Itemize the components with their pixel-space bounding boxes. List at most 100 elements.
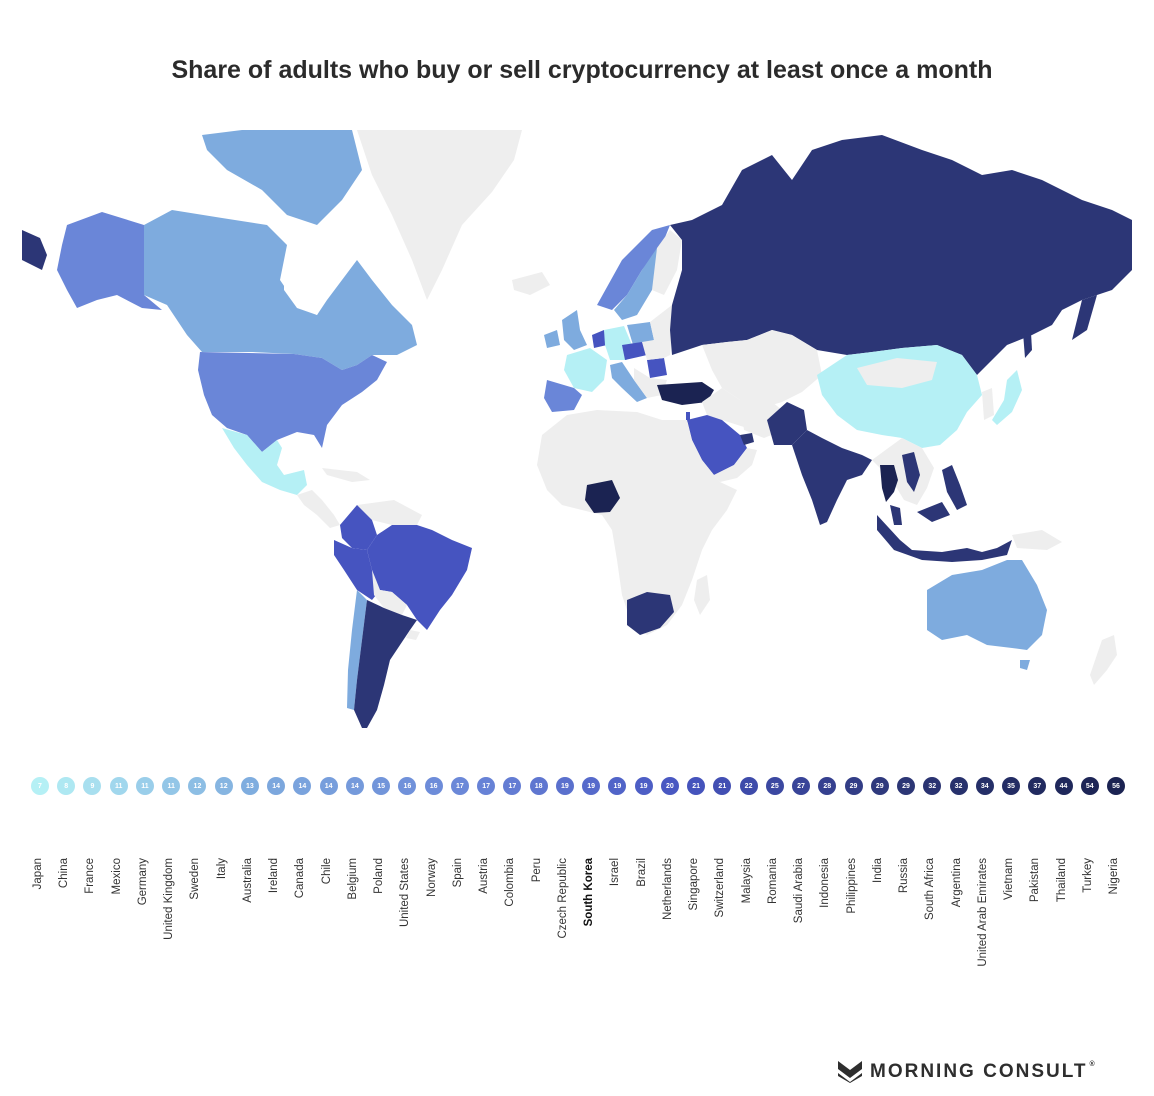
- legend-dot: 21: [713, 777, 732, 795]
- legend-country-label: Philippines: [845, 858, 858, 914]
- legend-country-label: Malaysia: [740, 858, 753, 904]
- legend-country-label: Singapore: [688, 858, 701, 911]
- turkey: [657, 382, 714, 405]
- russia-chukotka-west: [22, 230, 47, 270]
- legend-dot: 25: [765, 777, 784, 795]
- venezuela-guyanas: [357, 500, 422, 525]
- legend-country-label: United Kingdom: [163, 858, 176, 940]
- legend-country-label: Russia: [898, 858, 911, 894]
- romania: [647, 358, 667, 378]
- legend-dot: 19: [608, 777, 627, 795]
- balkans: [634, 368, 667, 398]
- mongolia: [857, 358, 937, 388]
- legend-dot: 21: [687, 777, 706, 795]
- legend-country-label: Peru: [530, 858, 543, 883]
- legend-dot: 14: [319, 777, 338, 795]
- legend-country-label: South Korea: [583, 858, 596, 927]
- legend-country-label: Argentina: [950, 858, 963, 908]
- canada: [144, 210, 417, 370]
- central-america: [297, 490, 340, 528]
- legend-country-label: Japan: [32, 858, 44, 890]
- legend-country-label: Pakistan: [1029, 858, 1042, 903]
- czech-austria: [622, 342, 647, 360]
- kamchatka: [1072, 295, 1097, 340]
- legend-dot: 16: [424, 777, 443, 795]
- legend-country-label: Brazil: [635, 858, 648, 887]
- legend-dot: 19: [555, 777, 574, 795]
- japan: [992, 370, 1022, 425]
- legend-country-label: Italy: [215, 858, 228, 880]
- argentina: [354, 600, 417, 728]
- central-asia: [702, 330, 822, 408]
- legend-country-label: Israel: [609, 858, 622, 887]
- legend-dot: 37: [1028, 777, 1047, 795]
- legend-country-label: Sweden: [189, 858, 202, 900]
- france: [564, 348, 607, 392]
- legend-country-label: Indonesia: [819, 858, 832, 908]
- legend-country-label: Austria: [478, 858, 491, 894]
- netherlands-belgium: [592, 330, 607, 348]
- legend-dot: 29: [870, 777, 889, 795]
- legend-dot: 35: [1002, 777, 1021, 795]
- mexico: [222, 428, 307, 495]
- sakhalin: [1022, 315, 1032, 358]
- china: [817, 345, 982, 448]
- finland: [652, 230, 682, 295]
- legend-country-label: Canada: [294, 858, 307, 899]
- legend-country-label: Colombia: [504, 858, 517, 907]
- malaysia: [890, 505, 902, 525]
- legend-dot: 20: [660, 777, 679, 795]
- legend-dot: 56: [1107, 777, 1125, 795]
- legend-dot: 32: [949, 777, 968, 795]
- legend-country-label: Mexico: [110, 858, 123, 895]
- legend-country-label: France: [84, 858, 97, 894]
- legend-dot: 19: [582, 777, 601, 795]
- norway: [597, 225, 670, 310]
- legend-dot: 22: [739, 777, 758, 795]
- legend-country-label: Romania: [766, 858, 779, 905]
- legend-country-label: Australia: [241, 858, 254, 903]
- ireland: [544, 330, 560, 348]
- legend-country-label: Vietnam: [1003, 858, 1016, 900]
- uae: [740, 433, 754, 445]
- united-states: [198, 352, 387, 452]
- legend-country-label: Poland: [373, 858, 386, 894]
- yemen-oman: [714, 448, 757, 482]
- italy: [610, 362, 647, 402]
- legend-dot: 18: [529, 777, 548, 795]
- legend-dot: 14: [345, 777, 364, 795]
- legend-country-label: Chile: [320, 858, 333, 885]
- legend-country-label: Belgium: [346, 858, 359, 900]
- legend-country-label: Saudi Arabia: [793, 858, 806, 924]
- korea: [982, 388, 994, 420]
- thailand: [880, 465, 898, 502]
- alaska: [57, 212, 162, 310]
- brand-name: MORNING CONSULT ®: [870, 1061, 1097, 1082]
- legend-dot: 11: [109, 777, 128, 795]
- canada-arctic-islands: [202, 130, 362, 225]
- legend-dot: 17: [477, 777, 496, 795]
- legend-country-label: Ireland: [268, 858, 281, 894]
- brand-logo: MORNING CONSULT ®: [838, 1058, 1097, 1086]
- world-map: [22, 130, 1132, 728]
- russia: [670, 135, 1132, 375]
- brazil: [367, 525, 472, 630]
- eastern-europe: [642, 305, 672, 360]
- india: [792, 430, 872, 525]
- morning-consult-logo-icon: [838, 1061, 862, 1083]
- legend-dot: 7: [31, 777, 49, 795]
- legend-country-label: Turkey: [1081, 858, 1094, 893]
- tasmania: [1020, 660, 1030, 670]
- legend-dot: 13: [240, 777, 259, 795]
- legend-dot: 34: [975, 777, 994, 795]
- iceland: [512, 272, 550, 295]
- south-africa: [627, 592, 674, 635]
- madagascar: [694, 575, 710, 615]
- sweden: [614, 248, 664, 320]
- chile: [347, 590, 367, 710]
- philippines: [942, 465, 967, 510]
- legend-dot: 27: [792, 777, 811, 795]
- legend-dot: 17: [450, 777, 469, 795]
- colombia: [340, 505, 377, 550]
- legend-country-label: Spain: [451, 858, 464, 888]
